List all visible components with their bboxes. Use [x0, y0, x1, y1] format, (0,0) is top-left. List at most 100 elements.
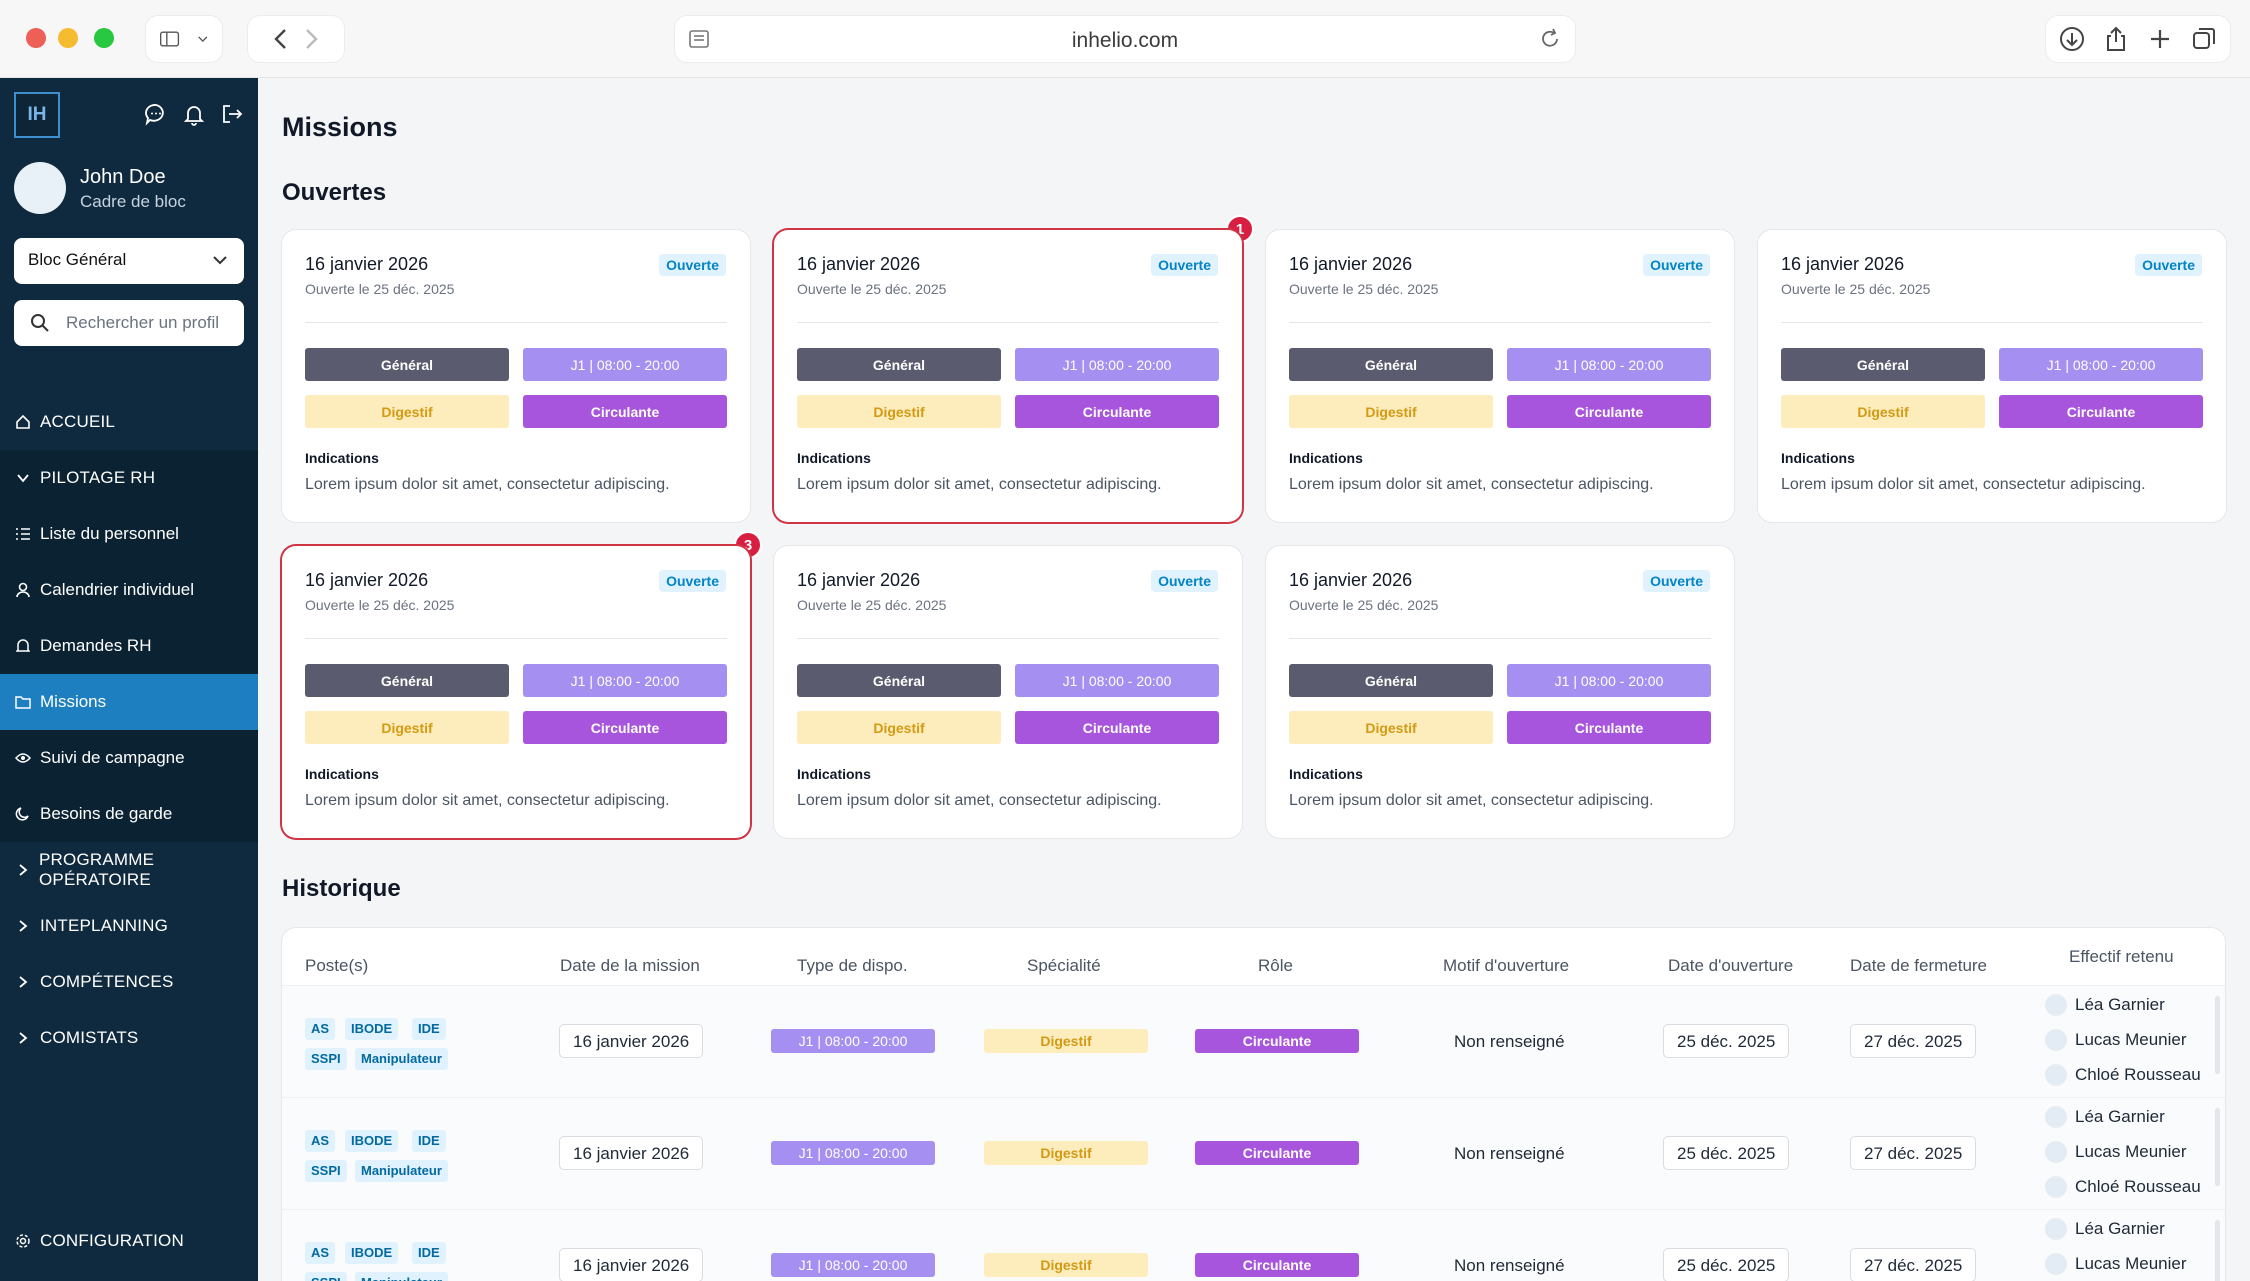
nav-programme-label: PROGRAMME OPÉRATOIRE [39, 850, 155, 889]
sidebar-toggle-button[interactable] [146, 16, 222, 62]
nav-configuration[interactable]: CONFIGURATION [0, 1213, 258, 1269]
col-header-poste[interactable]: Poste(s) [305, 956, 369, 975]
date-fermeture-cell: 27 déc. 2025 [1850, 1024, 1977, 1058]
status-badge: Ouverte [1643, 254, 1710, 276]
url-text: inhelio.com [1071, 29, 1179, 52]
nav-competences[interactable]: COMPÉTENCES [0, 954, 258, 1010]
nav-programme-operatoire[interactable]: PROGRAMME OPÉRATOIRE [0, 842, 258, 898]
mission-opened-date: Ouverte le 25 déc. 2025 [305, 597, 455, 613]
specialty-pill: Digestif [797, 711, 1001, 744]
nav-comistats[interactable]: COMISTATS [0, 1010, 258, 1066]
page-icon [689, 30, 709, 48]
profile-search-input[interactable]: Rechercher un profil [14, 300, 244, 346]
nav-calendrier[interactable]: Calendrier individuel [0, 562, 258, 618]
card-divider [797, 322, 1219, 323]
nav-accueil[interactable]: ACCUEIL [0, 394, 258, 450]
download-icon[interactable] [2058, 25, 2086, 53]
card-divider [1289, 638, 1711, 639]
mission-card[interactable]: 16 janvier 2026 Ouverte le 25 déc. 2025 Ou… [774, 546, 1242, 838]
share-icon[interactable] [2102, 25, 2130, 53]
indications-text: Lorem ipsum dolor sit amet, consectetur … [1781, 476, 2146, 493]
col-header-date-mission[interactable]: Date de la mission [560, 956, 700, 975]
col-header-motif[interactable]: Motif d'ouverture [1443, 956, 1570, 975]
type-pill: J1 | 08:00 - 20:00 [771, 1029, 935, 1053]
effectif-person[interactable]: Chloé Rousseau [2045, 1176, 2201, 1198]
poste-tag: AS [305, 1018, 336, 1040]
browser-toolbar: inhelio.com [0, 0, 2250, 78]
table-row[interactable]: AS IBODE IDE SSPI Manipulateur 16 janvier 202… [282, 1097, 2225, 1209]
type-pill: J1 | 08:00 - 20:00 [771, 1141, 935, 1165]
nav-calendrier-label: Calendrier individuel [40, 580, 195, 599]
avatar [2045, 1029, 2067, 1051]
avatar[interactable] [14, 162, 66, 214]
forward-icon[interactable] [305, 28, 319, 50]
effectif-scrollbar[interactable] [2215, 1108, 2220, 1186]
nav-liste-label: Liste du personnel [40, 524, 179, 543]
nav-suivi-label: Suivi de campagne [40, 748, 185, 767]
col-header-date-fermeture[interactable]: Date de fermeture [1850, 956, 1988, 975]
app-logo[interactable]: IH [14, 92, 60, 138]
zoom-window-button[interactable] [94, 28, 114, 48]
close-window-button[interactable] [26, 28, 46, 48]
tabs-overview-icon[interactable] [2190, 25, 2218, 53]
mission-card[interactable]: 16 janvier 2026 Ouverte le 25 déc. 2025 Ou… [1266, 230, 1734, 522]
new-tab-icon[interactable] [2146, 25, 2174, 53]
motif-cell: Non renseigné [1454, 1256, 1565, 1275]
nav-pilotage-rh[interactable]: PILOTAGE RH [0, 450, 258, 506]
effectif-person[interactable]: Léa Garnier [2045, 1218, 2165, 1240]
mission-card[interactable]: 16 janvier 2026 Ouverte le 25 déc. 2025 Ou… [282, 230, 750, 522]
effectif-person[interactable]: Léa Garnier [2045, 994, 2165, 1016]
nav-liste-personnel[interactable]: Liste du personnel [0, 506, 258, 562]
mission-date-cell: 16 janvier 2026 [559, 1024, 704, 1058]
minimize-window-button[interactable] [58, 28, 78, 48]
nav-missions[interactable]: Missions [0, 674, 258, 730]
specialty-pill: Digestif [1781, 395, 1985, 428]
col-header-specialite[interactable]: Spécialité [1027, 956, 1101, 975]
indications-label: Indications [305, 766, 379, 782]
effectif-scrollbar[interactable] [2215, 1220, 2220, 1281]
status-badge: Ouverte [1151, 254, 1218, 276]
nav-inteplanning[interactable]: INTEPLANNING [0, 898, 258, 954]
mission-card[interactable]: 16 janvier 2026 Ouverte le 25 déc. 2025 Ou… [774, 230, 1242, 522]
col-header-type[interactable]: Type de dispo. [797, 956, 908, 975]
back-icon[interactable] [273, 28, 287, 50]
col-header-effectif[interactable]: Effectif retenu [2069, 947, 2174, 966]
date-fermeture-cell: 27 déc. 2025 [1850, 1248, 1977, 1281]
col-header-date-ouverture[interactable]: Date d'ouverture [1668, 956, 1794, 975]
type-pill: J1 | 08:00 - 20:00 [771, 1253, 935, 1277]
indications-text: Lorem ipsum dolor sit amet, consectetur … [797, 476, 1162, 493]
bloc-select[interactable]: Bloc Général [14, 238, 244, 284]
effectif-person[interactable]: Lucas Meunier [2045, 1141, 2187, 1163]
avatar [2045, 994, 2067, 1016]
table-row[interactable]: AS IBODE IDE SSPI Manipulateur 16 janvier 202… [282, 1209, 2225, 1281]
effectif-person[interactable]: Léa Garnier [2045, 1106, 2165, 1128]
nav-demandes-rh[interactable]: Demandes RH [0, 618, 258, 674]
effectif-person[interactable]: Chloé Rousseau [2045, 1064, 2201, 1086]
logout-icon[interactable] [220, 102, 244, 126]
nav-besoins-garde[interactable]: Besoins de garde [0, 786, 258, 842]
list-icon [16, 528, 30, 540]
col-header-role[interactable]: Rôle [1258, 956, 1293, 975]
card-divider [1781, 322, 2203, 323]
mission-date-cell: 16 janvier 2026 [559, 1136, 704, 1170]
search-icon [31, 314, 49, 332]
nav-suivi-campagne[interactable]: Suivi de campagne [0, 730, 258, 786]
bell-icon[interactable] [182, 102, 206, 126]
reload-icon[interactable] [1539, 28, 1561, 50]
chevron-down-icon [198, 36, 208, 43]
specialty-pill: Digestif [305, 395, 509, 428]
mission-date-cell: 16 janvier 2026 [559, 1248, 704, 1281]
chat-icon[interactable] [144, 102, 168, 126]
effectif-scrollbar[interactable] [2215, 996, 2220, 1074]
address-bar[interactable]: inhelio.com [675, 16, 1575, 62]
mission-card[interactable]: 16 janvier 2026 Ouverte le 25 déc. 2025 Ou… [1758, 230, 2226, 522]
mission-card[interactable]: 16 janvier 2026 Ouverte le 25 déc. 2025 Ou… [1266, 546, 1734, 838]
effectif-person[interactable]: Lucas Meunier [2045, 1253, 2187, 1275]
table-row[interactable]: AS IBODE IDE SSPI Manipulateur 16 janvier 202… [282, 985, 2225, 1097]
effectif-person[interactable]: Lucas Meunier [2045, 1029, 2187, 1051]
folder-icon [15, 696, 31, 709]
mission-card[interactable]: 16 janvier 2026 Ouverte le 25 déc. 2025 Ou… [282, 546, 750, 838]
specialite-pill: Digestif [984, 1141, 1148, 1165]
browser-actions [2046, 16, 2230, 62]
